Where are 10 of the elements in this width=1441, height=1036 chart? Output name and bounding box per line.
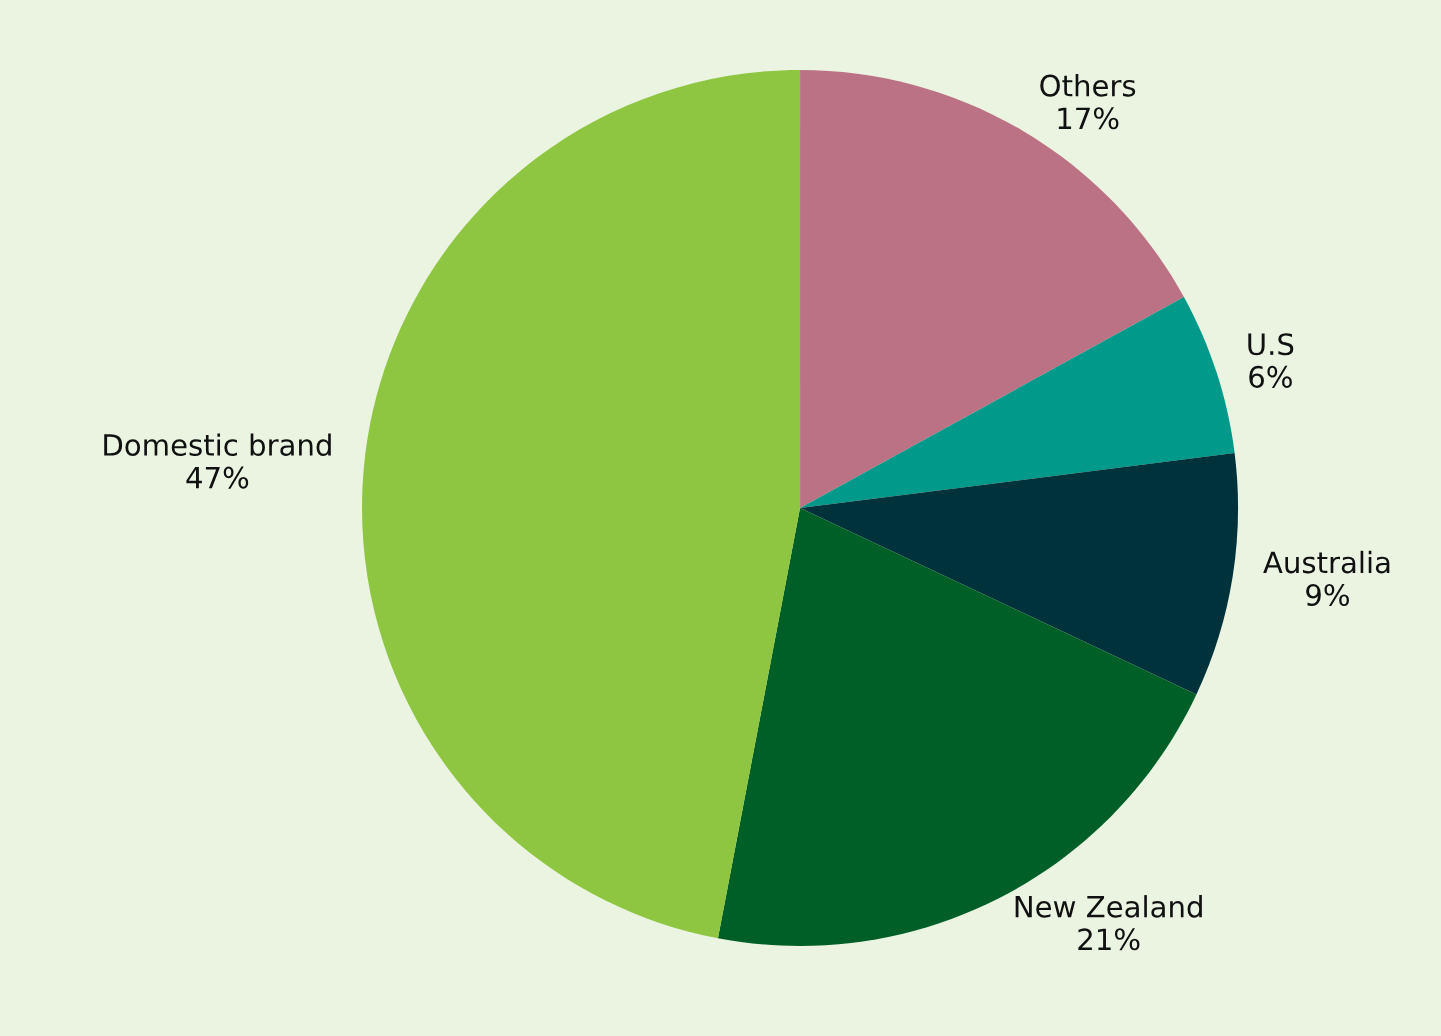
slice-label: Australia bbox=[1263, 550, 1390, 574]
slice-label: Domestic brand bbox=[104, 433, 331, 456]
slice-label: Others bbox=[1040, 74, 1136, 97]
data-label: 47% bbox=[186, 466, 249, 489]
slice-label: New Zealand bbox=[1015, 895, 1202, 918]
data-label: 6% bbox=[1249, 365, 1292, 388]
data-label: 9% bbox=[1306, 584, 1349, 607]
slice-label: U.S bbox=[1248, 333, 1294, 356]
data-label: 21% bbox=[1078, 928, 1140, 951]
data-label: 17% bbox=[1058, 107, 1119, 130]
